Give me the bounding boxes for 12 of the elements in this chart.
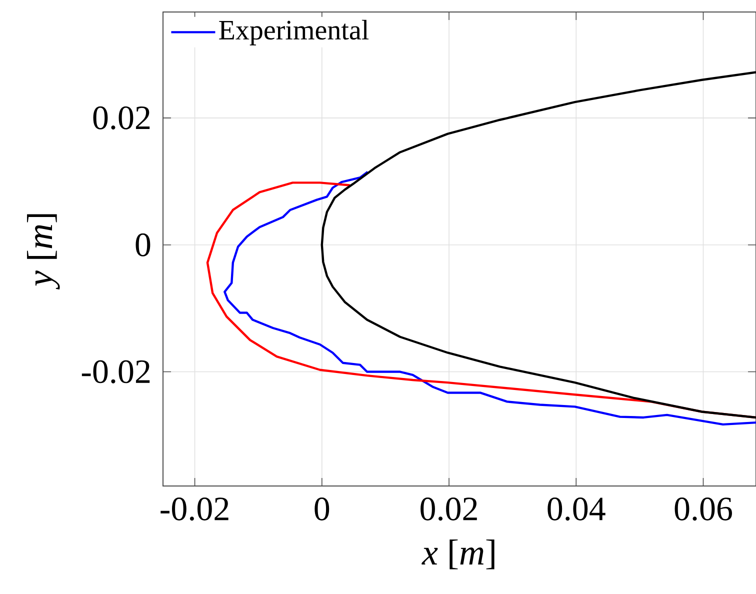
- x-tick-label: 0.02: [420, 498, 477, 521]
- x-tick-label: -0.02: [160, 498, 228, 521]
- x-tick-label: 0.06: [674, 498, 732, 521]
- legend-label: Experimental: [219, 20, 369, 46]
- y-axis-title: y [m]: [27, 214, 60, 290]
- y-tick-label: 0: [136, 233, 150, 256]
- y-tick-label: -0.02: [82, 360, 150, 384]
- x-tick-label: 0.04: [548, 498, 606, 521]
- x-tick-label: 0: [314, 498, 330, 520]
- x-axis-title: x [m]: [422, 539, 494, 570]
- line-series: [320, 71, 756, 419]
- y-tick-label: 0.02: [93, 106, 150, 130]
